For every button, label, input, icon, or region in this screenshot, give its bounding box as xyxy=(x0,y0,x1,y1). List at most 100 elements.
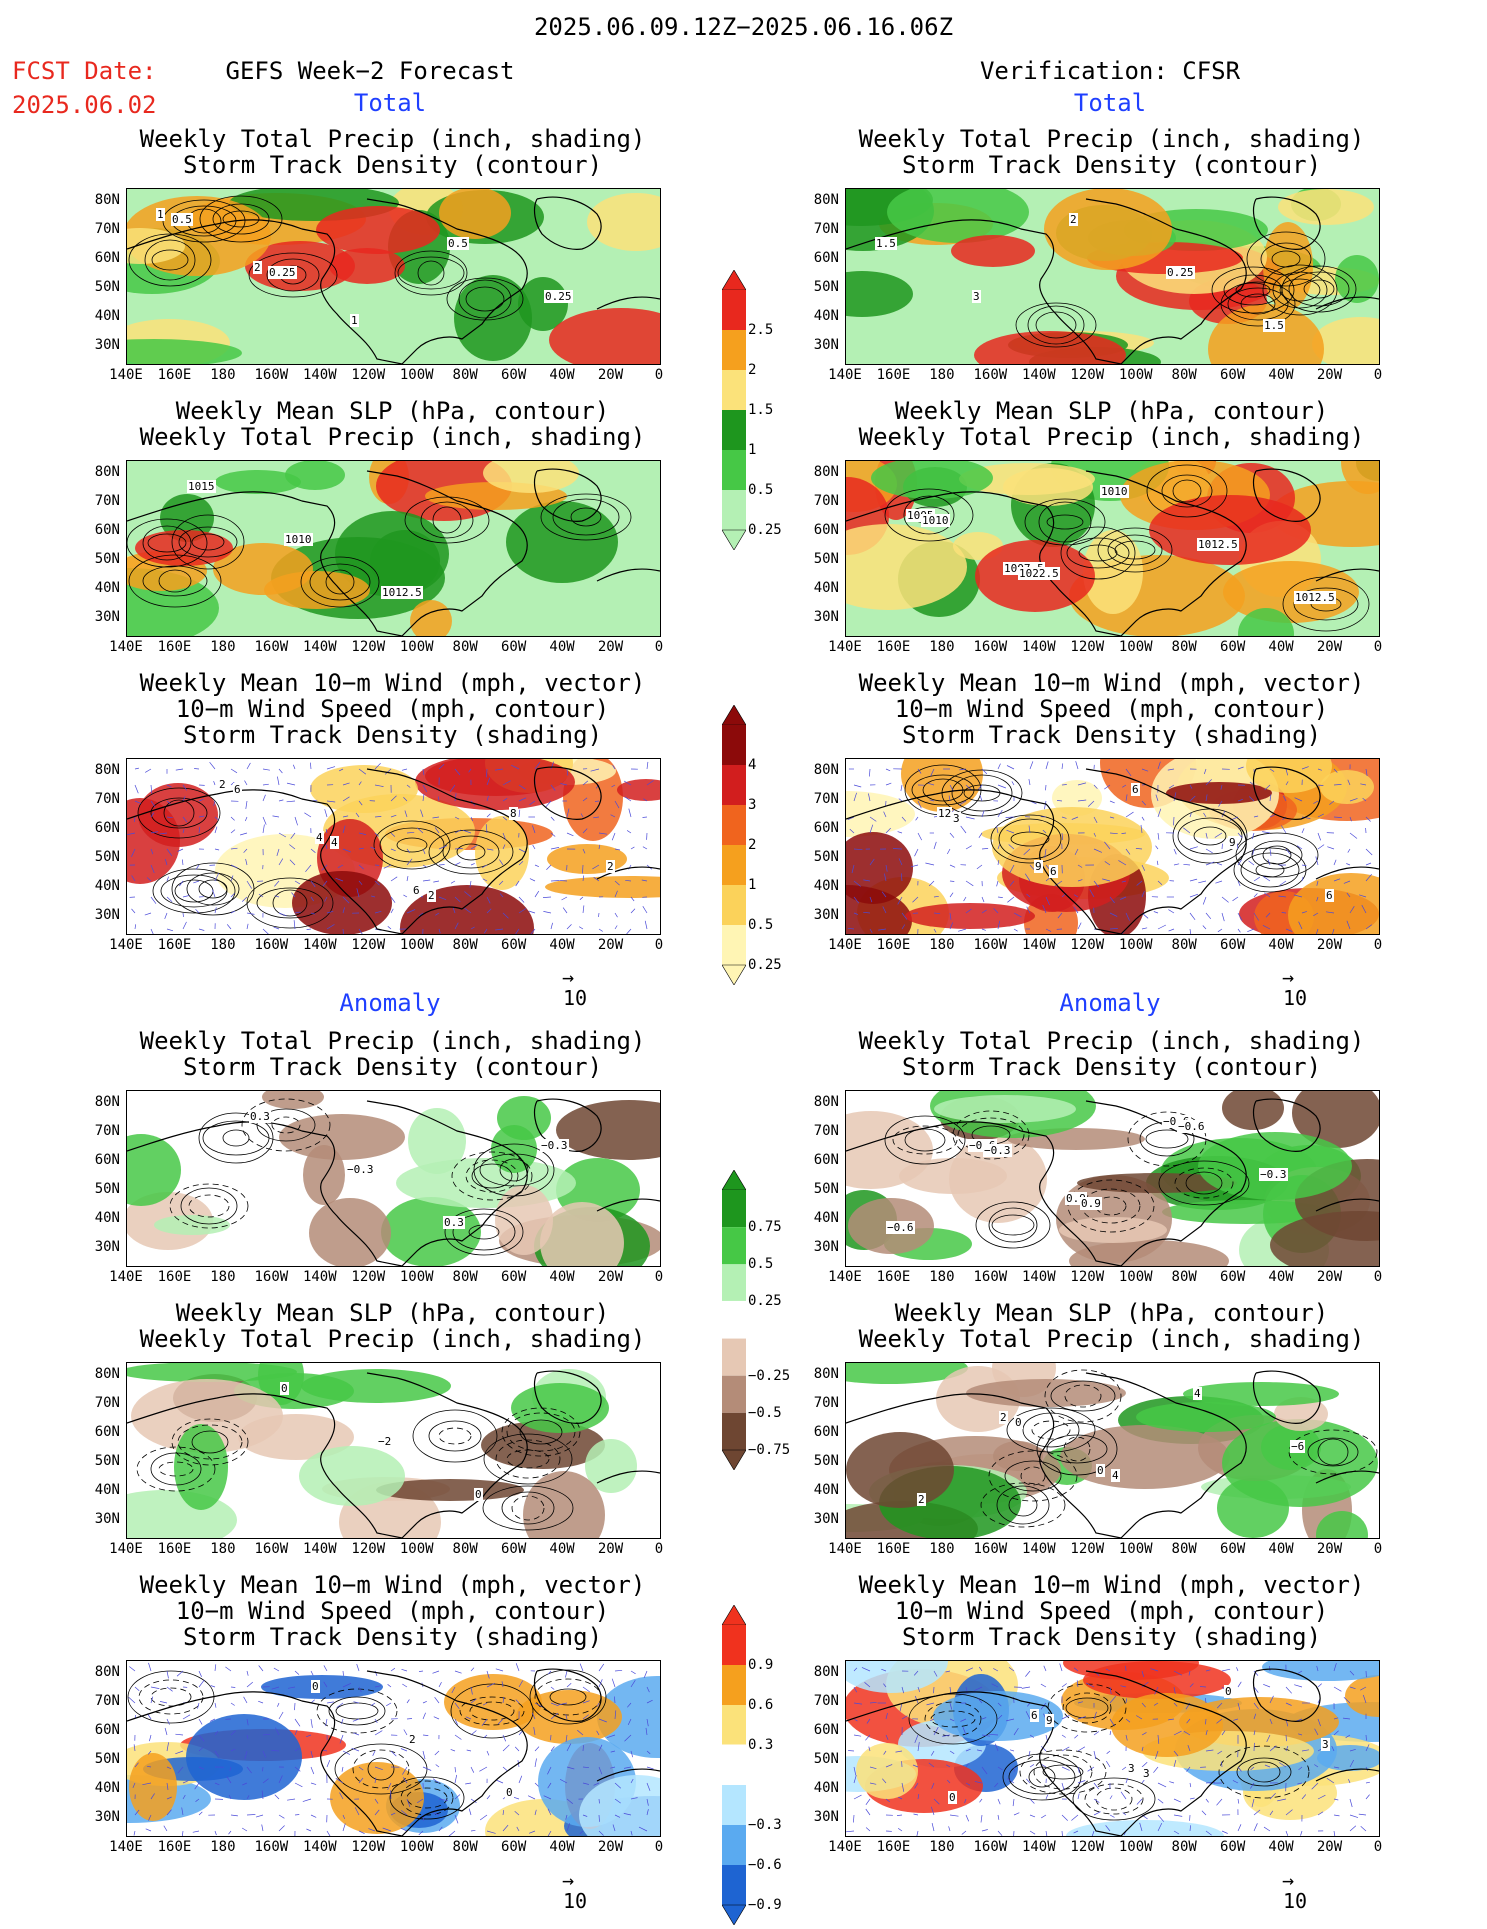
lon-tick-label: 160W xyxy=(970,1839,1010,1855)
lon-tick-label: 80W xyxy=(1164,1541,1204,1557)
lon-tick-label: 20W xyxy=(591,1269,631,1285)
lon-tick-label: 160W xyxy=(251,1839,291,1855)
lon-tick-label: 60W xyxy=(494,367,534,383)
lon-tick-label: 120W xyxy=(348,937,388,953)
lon-tick-label: 100W xyxy=(397,1839,437,1855)
lat-tick-label: 70N xyxy=(86,1395,120,1411)
lon-tick-label: 80W xyxy=(445,1541,485,1557)
lon-tick-label: 160E xyxy=(873,1839,913,1855)
lat-tick-label: 60N xyxy=(86,250,120,266)
panel-1-right-title-line-1: Weekly Total Precip (inch, shading) xyxy=(805,126,1418,152)
precip-total-colorbar xyxy=(722,270,746,554)
lon-tick-label: 140W xyxy=(300,937,340,953)
lon-tick-label: 180 xyxy=(203,367,243,383)
lon-tick-label: 160W xyxy=(970,1269,1010,1285)
contour-label: 0 xyxy=(474,1488,483,1501)
right-total-label: Total xyxy=(1010,90,1210,116)
lat-tick-label: 60N xyxy=(86,820,120,836)
contour-label: 2 xyxy=(606,860,615,873)
lat-tick-label: 60N xyxy=(86,1424,120,1440)
contour-label: 0.25 xyxy=(268,266,297,279)
lat-tick-label: 30N xyxy=(86,907,120,923)
contour-label: 0 xyxy=(1014,1416,1023,1429)
lon-tick-label: 180 xyxy=(203,1541,243,1557)
lon-tick-label: 100W xyxy=(1116,1269,1156,1285)
lon-tick-label: 160E xyxy=(154,639,194,655)
panel-4-right-title-line-2: Storm Track Density (contour) xyxy=(805,1054,1418,1080)
lon-tick-label: 100W xyxy=(1116,1839,1156,1855)
lon-tick-label: 40W xyxy=(1261,1839,1301,1855)
lat-tick-label: 60N xyxy=(805,250,839,266)
precip-anomaly-colorbar-label: 0.5 xyxy=(748,1256,773,1272)
lon-tick-label: 120W xyxy=(1067,639,1107,655)
contour-label: 2 xyxy=(253,261,262,274)
lon-tick-label: 160W xyxy=(251,1269,291,1285)
lat-tick-label: 50N xyxy=(86,1453,120,1469)
lon-tick-label: 0 xyxy=(1358,937,1398,953)
contour-label: 9 xyxy=(1034,860,1043,873)
precip-anomaly-colorbar-label: −0.25 xyxy=(748,1368,790,1384)
lon-tick-label: 160E xyxy=(873,937,913,953)
lon-tick-label: 100W xyxy=(397,1541,437,1557)
lon-tick-label: 140E xyxy=(825,1269,865,1285)
lat-tick-label: 30N xyxy=(86,1511,120,1527)
lon-tick-label: 160E xyxy=(873,367,913,383)
lon-tick-label: 40W xyxy=(1261,1269,1301,1285)
lat-tick-label: 60N xyxy=(805,1424,839,1440)
lat-tick-label: 80N xyxy=(86,762,120,778)
vector-ref-label-4: 10 xyxy=(1283,1888,1307,1914)
lon-tick-label: 60W xyxy=(494,1541,534,1557)
panel-6-left-title-line-1: Weekly Mean 10−m Wind (mph, vector) xyxy=(86,1572,699,1598)
lon-tick-label: 0 xyxy=(639,639,679,655)
left-anomaly-label: Anomaly xyxy=(290,990,490,1016)
lat-tick-label: 40N xyxy=(86,878,120,894)
lat-tick-label: 30N xyxy=(86,609,120,625)
lon-tick-label: 20W xyxy=(591,639,631,655)
lon-tick-label: 40W xyxy=(542,1269,582,1285)
precip-total-colorbar-label: 2 xyxy=(748,362,756,378)
precip-total-colorbar-label: 2.5 xyxy=(748,322,773,338)
contour-label: 9 xyxy=(1228,836,1237,849)
lat-tick-label: 40N xyxy=(805,1780,839,1796)
panel-2-right-title-line-1: Weekly Mean SLP (hPa, contour) xyxy=(805,398,1418,424)
lon-tick-label: 20W xyxy=(591,367,631,383)
lat-tick-label: 70N xyxy=(805,1693,839,1709)
lon-tick-label: 180 xyxy=(203,1269,243,1285)
lon-tick-label: 60W xyxy=(1213,1839,1253,1855)
lat-tick-label: 60N xyxy=(805,1152,839,1168)
lon-tick-label: 80W xyxy=(1164,639,1204,655)
precip-total-colorbar-label: 1 xyxy=(748,442,756,458)
precip-total-colorbar-label: 1.5 xyxy=(748,402,773,418)
lat-tick-label: 70N xyxy=(805,1395,839,1411)
panel-4-left-title-line-1: Weekly Total Precip (inch, shading) xyxy=(86,1028,699,1054)
vector-ref-label-2: 10 xyxy=(1283,985,1307,1011)
lat-tick-label: 60N xyxy=(805,820,839,836)
lon-tick-label: 100W xyxy=(1116,937,1156,953)
lon-tick-label: 160W xyxy=(251,1541,291,1557)
vector-ref-label-3: 10 xyxy=(563,1888,587,1914)
lat-tick-label: 60N xyxy=(86,522,120,538)
storm-track-anomaly-colorbar-label: 0.3 xyxy=(748,1737,773,1753)
panel-6-right-title-line-3: Storm Track Density (shading) xyxy=(805,1624,1418,1650)
lon-tick-label: 60W xyxy=(494,639,534,655)
storm-track-anomaly-colorbar xyxy=(722,1605,746,1929)
contour-label: 4 xyxy=(330,836,339,849)
lon-tick-label: 40W xyxy=(1261,367,1301,383)
contour-label: 2 xyxy=(218,778,227,791)
lat-tick-label: 30N xyxy=(805,337,839,353)
lat-tick-label: 50N xyxy=(86,279,120,295)
contour-label: −0.6 xyxy=(886,1221,915,1234)
lon-tick-label: 0 xyxy=(1358,1541,1398,1557)
lat-tick-label: 50N xyxy=(805,1453,839,1469)
panel-6-left-map xyxy=(126,1660,661,1837)
lon-tick-label: 120W xyxy=(348,639,388,655)
lon-tick-label: 80W xyxy=(445,1839,485,1855)
contour-label: 0.5 xyxy=(447,237,469,250)
lat-tick-label: 70N xyxy=(86,791,120,807)
lat-tick-label: 40N xyxy=(86,580,120,596)
contour-label: 4 xyxy=(1111,1469,1120,1482)
lon-tick-label: 160E xyxy=(873,1269,913,1285)
lon-tick-label: 0 xyxy=(639,1269,679,1285)
panel-1-right-map xyxy=(845,188,1380,365)
panel-6-right-map xyxy=(845,1660,1380,1837)
